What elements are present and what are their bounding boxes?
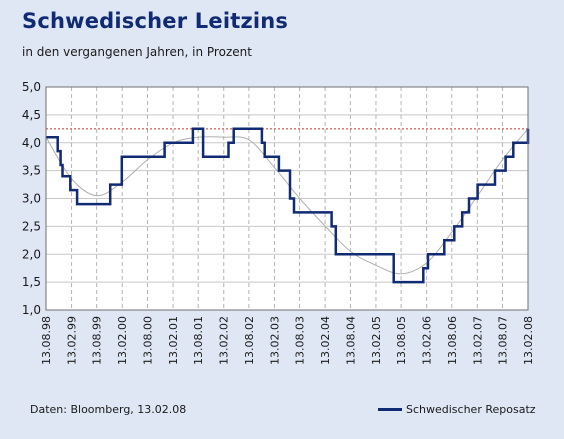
y-tick-label: 4,5 (22, 108, 41, 122)
y-tick-label: 1,5 (22, 275, 41, 289)
series-line-reposatz (46, 127, 530, 284)
x-tick-label: 13.02.99 (66, 316, 79, 365)
x-tick-label: 13.02.02 (218, 316, 231, 365)
legend-label: Schwedischer Reposatz (406, 403, 536, 416)
x-tick-label: 13.02.01 (167, 316, 180, 365)
y-tick-label: 4,0 (22, 136, 41, 150)
y-tick-label: 3,5 (22, 164, 41, 178)
plot-frame (45, 86, 529, 311)
y-tick-label: 1,0 (22, 303, 41, 317)
x-tick-label: 13.08.98 (40, 316, 53, 365)
x-tick-label: 13.02.07 (471, 316, 484, 365)
x-tick-label: 13.08.99 (91, 316, 104, 365)
x-tick-label: 13.02.06 (421, 316, 434, 365)
y-tick-label: 5,0 (22, 80, 41, 94)
x-tick-label: 13.08.05 (395, 316, 408, 365)
x-tick-label: 13.08.02 (243, 316, 256, 365)
series-line-trend (45, 128, 529, 275)
y-tick-label: 2,0 (22, 247, 41, 261)
x-tick-label: 13.08.00 (142, 316, 155, 365)
legend: Schwedischer Reposatz (378, 403, 536, 416)
x-tick-label: 13.02.00 (116, 316, 129, 365)
x-tick-label: 13.08.03 (294, 316, 307, 365)
x-tick-label: 13.08.07 (496, 316, 509, 365)
chart-title: Schwedischer Leitzins (22, 9, 289, 33)
x-tick-label: 13.02.04 (319, 316, 332, 365)
x-tick-label: 13.08.06 (446, 316, 459, 365)
y-tick-label: 2,5 (22, 219, 41, 233)
x-tick-label: 13.02.03 (268, 316, 281, 365)
x-tick-label: 13.02.05 (370, 316, 383, 365)
source-note: Daten: Bloomberg, 13.02.08 (30, 403, 187, 416)
x-tick-label: 13.02.08 (522, 316, 535, 365)
x-tick-label: 13.08.01 (192, 316, 205, 365)
y-tick-label: 3,0 (22, 192, 41, 206)
x-tick-label: 13.08.04 (344, 316, 357, 365)
legend-swatch (378, 408, 402, 411)
chart-subtitle: in den vergangenen Jahren, in Prozent (22, 45, 252, 59)
